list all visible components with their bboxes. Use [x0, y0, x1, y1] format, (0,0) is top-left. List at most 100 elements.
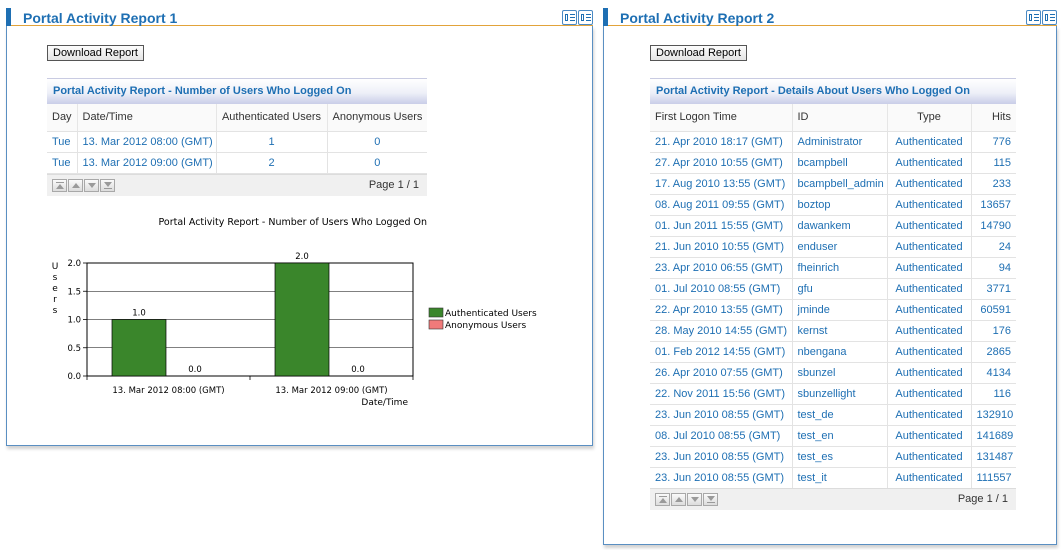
- table-row: 26. Apr 2010 07:55 (GMT) sbunzel Authentic…: [650, 362, 1016, 384]
- pagination-controls: [52, 179, 115, 192]
- cell-datetime: 13. Mar 2012 09:00 (GMT): [77, 152, 217, 174]
- table-row: 08. Aug 2011 09:55 (GMT) boztop Authentica…: [650, 194, 1016, 216]
- cell-id: gfu: [792, 278, 888, 300]
- bar-authenticated-users: [111, 319, 167, 377]
- cell-first-logon: 23. Jun 2010 08:55 (GMT): [650, 467, 793, 489]
- cell-id: sbunzel: [792, 362, 888, 384]
- table-row: 21. Apr 2010 18:17 (GMT) Administrator Aut…: [650, 131, 1016, 153]
- cell-id: test_it: [792, 467, 888, 489]
- users-logged-on-table: Day Date/Time Authenticated Users Anonym…: [47, 104, 427, 174]
- cell-datetime: 13. Mar 2012 08:00 (GMT): [77, 131, 217, 153]
- cell-hits: 141689: [971, 425, 1016, 447]
- table-row: 28. May 2010 14:55 (GMT) kernst Authentica…: [650, 320, 1016, 342]
- column-header-datetime[interactable]: Date/Time: [77, 104, 217, 132]
- y-tick-label: 2.0: [67, 259, 81, 269]
- cell-hits: 3771: [971, 278, 1016, 300]
- portlet-controls: [1026, 10, 1057, 26]
- cell-type: Authenticated: [887, 362, 972, 384]
- cell-type: Authenticated: [887, 194, 972, 216]
- column-header-day[interactable]: Day: [47, 104, 78, 132]
- table-row: 08. Jul 2010 08:55 (GMT) test_en Authentic…: [650, 425, 1016, 447]
- cell-first-logon: 01. Jul 2010 08:55 (GMT): [650, 278, 793, 300]
- cell-type: Authenticated: [887, 299, 972, 321]
- portlet-activity-report-1: Portal Activity Report 1 Download Report…: [6, 4, 593, 446]
- pagination-bar: Page 1 / 1: [650, 488, 1016, 510]
- table-row: 01. Jun 2011 15:55 (GMT) dawankem Authenti…: [650, 215, 1016, 237]
- x-tick-label: 13. Mar 2012 08:00 (GMT): [112, 386, 224, 396]
- cell-first-logon: 01. Jun 2011 15:55 (GMT): [650, 215, 793, 237]
- cell-type: Authenticated: [887, 425, 972, 447]
- header-accent: [603, 8, 608, 26]
- table-row: 23. Apr 2010 06:55 (GMT) fheinrich Authent…: [650, 257, 1016, 279]
- cell-id: bcampbell: [792, 152, 888, 174]
- x-tick-label: 13. Mar 2012 09:00 (GMT): [275, 386, 387, 396]
- portlet-body: Download Report Portal Activity Report -…: [6, 26, 593, 446]
- column-header-type[interactable]: Type: [887, 104, 972, 132]
- y-axis-label-letter: r: [53, 295, 57, 305]
- y-tick-label: 1.0: [67, 316, 81, 326]
- cell-hits: 2865: [971, 341, 1016, 363]
- cell-type: Authenticated: [887, 215, 972, 237]
- portlet-title: Portal Activity Report 1: [23, 10, 178, 26]
- portlet-header: Portal Activity Report 1: [6, 4, 593, 26]
- cell-authenticated: 2: [216, 152, 328, 174]
- cell-first-logon: 08. Aug 2011 09:55 (GMT): [650, 194, 793, 216]
- next-page-icon[interactable]: [687, 493, 702, 506]
- cell-id: test_de: [792, 404, 888, 426]
- cell-type: Authenticated: [887, 467, 972, 489]
- y-axis-label: Users: [52, 262, 59, 316]
- first-page-icon[interactable]: [655, 493, 670, 506]
- table-row: 17. Aug 2010 13:55 (GMT) bcampbell_admin A…: [650, 173, 1016, 195]
- column-header-authenticated[interactable]: Authenticated Users: [216, 104, 328, 132]
- legend-swatch-anonymous: [428, 319, 444, 330]
- cell-hits: 24: [971, 236, 1016, 258]
- portlet-body: Download Report Portal Activity Report -…: [603, 26, 1057, 545]
- column-header-hits[interactable]: Hits: [971, 104, 1016, 132]
- cell-hits: 132910: [971, 404, 1016, 426]
- table-row: 01. Jul 2010 08:55 (GMT) gfu Authenticated…: [650, 278, 1016, 300]
- download-report-button[interactable]: Download Report: [650, 45, 747, 61]
- cell-id: boztop: [792, 194, 888, 216]
- column-header-id[interactable]: ID: [792, 104, 888, 132]
- user-details-table: First Logon Time ID Type Hits 21. Apr 20…: [650, 104, 1016, 489]
- expand-icon[interactable]: [562, 10, 577, 25]
- cell-hits: 131487: [971, 446, 1016, 468]
- cell-first-logon: 27. Apr 2010 10:55 (GMT): [650, 152, 793, 174]
- download-report-button[interactable]: Download Report: [47, 45, 144, 61]
- cell-first-logon: 23. Jun 2010 08:55 (GMT): [650, 404, 793, 426]
- page-indicator: Page 1 / 1: [957, 493, 1008, 505]
- last-page-icon[interactable]: [100, 179, 115, 192]
- cell-id: test_es: [792, 446, 888, 468]
- table-row: 21. Jun 2010 10:55 (GMT) enduser Authentic…: [650, 236, 1016, 258]
- portlet-title: Portal Activity Report 2: [620, 10, 775, 26]
- maximize-icon[interactable]: [578, 10, 593, 25]
- table-body: 21. Apr 2010 18:17 (GMT) Administrator Aut…: [650, 131, 1016, 489]
- cell-type: Authenticated: [887, 341, 972, 363]
- y-axis-label-letter: U: [52, 262, 59, 272]
- previous-page-icon[interactable]: [68, 179, 83, 192]
- previous-page-icon[interactable]: [671, 493, 686, 506]
- column-header-anonymous[interactable]: Anonymous Users: [327, 104, 427, 132]
- cell-hits: 233: [971, 173, 1016, 195]
- cell-id: jminde: [792, 299, 888, 321]
- bar-value-label: 2.0: [295, 252, 309, 262]
- users-bar-chart: Portal Activity Report - Number of Users…: [52, 217, 537, 408]
- table-row: 01. Feb 2012 14:55 (GMT) nbengana Authenti…: [650, 341, 1016, 363]
- last-page-icon[interactable]: [703, 493, 718, 506]
- cell-first-logon: 08. Jul 2010 08:55 (GMT): [650, 425, 793, 447]
- next-page-icon[interactable]: [84, 179, 99, 192]
- cell-first-logon: 17. Aug 2010 13:55 (GMT): [650, 173, 793, 195]
- cell-first-logon: 23. Apr 2010 06:55 (GMT): [650, 257, 793, 279]
- pagination-controls: [655, 493, 718, 506]
- table-row: 23. Jun 2010 08:55 (GMT) test_de Authentic…: [650, 404, 1016, 426]
- table-row: 23. Jun 2010 08:55 (GMT) test_es Authentic…: [650, 446, 1016, 468]
- maximize-icon[interactable]: [1042, 10, 1057, 25]
- cell-id: enduser: [792, 236, 888, 258]
- first-page-icon[interactable]: [52, 179, 67, 192]
- table-title: Portal Activity Report - Details About U…: [650, 78, 1016, 104]
- y-axis-label-letter: s: [53, 273, 58, 283]
- cell-id: Administrator: [792, 131, 888, 153]
- expand-icon[interactable]: [1026, 10, 1041, 25]
- cell-id: kernst: [792, 320, 888, 342]
- column-header-first-logon[interactable]: First Logon Time: [650, 104, 793, 132]
